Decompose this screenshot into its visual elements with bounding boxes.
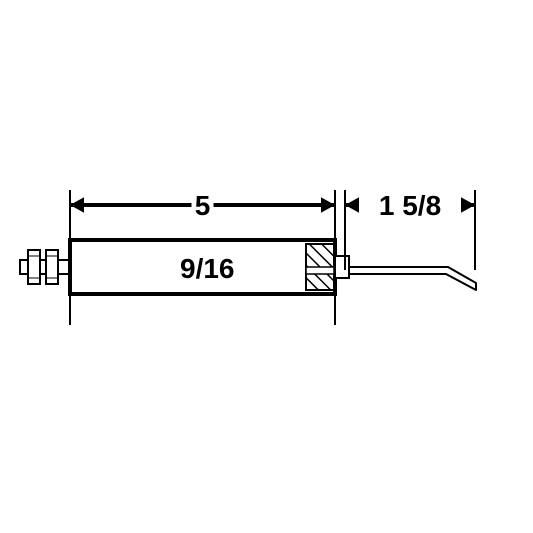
rod-through-ferrule: [306, 267, 334, 274]
hex-nut-1: [46, 250, 58, 284]
collar: [335, 256, 349, 278]
tip_length-label: 1 5/8: [379, 190, 441, 221]
hex-nut-0: [28, 250, 40, 284]
body_length-label: 5: [195, 190, 211, 221]
body_diameter-label: 9/16: [180, 253, 235, 284]
